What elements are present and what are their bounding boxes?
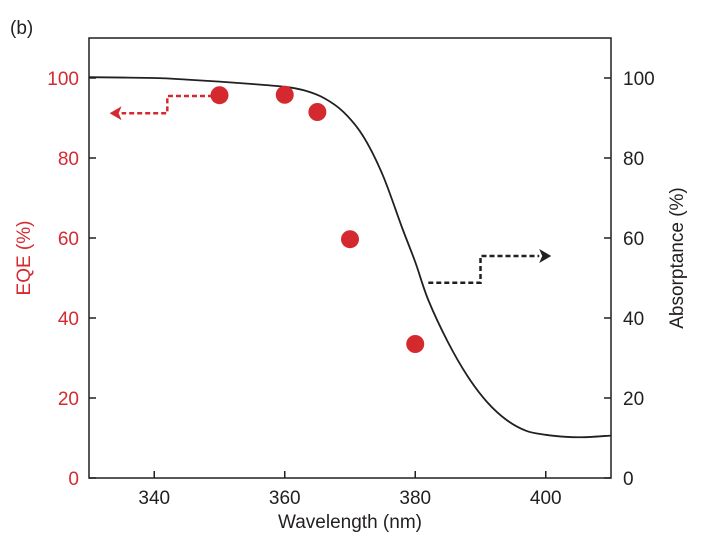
x-axis: 340 360 380 400	[138, 471, 562, 509]
right-y-tick-label: 0	[623, 469, 634, 490]
left-y-axis-label: EQE (%)	[14, 221, 35, 296]
x-tick-label: 340	[138, 488, 170, 509]
left-y-tick-label: 80	[58, 149, 79, 170]
eqe-left-arrow-head	[109, 106, 122, 121]
left-y-tick-label: 40	[58, 309, 79, 330]
eqe-point	[308, 103, 327, 121]
absorptance-layer	[88, 76, 612, 439]
left-y-tick-label: 100	[47, 69, 79, 90]
eqe-point	[341, 230, 359, 249]
left-y-tick-label: 60	[58, 229, 79, 250]
left-y-axis: 0 20 40 60 80 100	[47, 69, 96, 490]
right-y-tick-label: 100	[623, 69, 655, 90]
right-y-axis: 0 20 40 60 80 100	[604, 69, 655, 490]
eqe-point	[406, 335, 425, 353]
absorptance-curve	[88, 76, 612, 439]
plot-frame	[88, 37, 612, 479]
annotation-layer	[109, 94, 552, 285]
absorptance-right-arrow-head	[539, 249, 552, 263]
eqe-point	[275, 85, 294, 104]
right-y-tick-label: 40	[623, 309, 644, 330]
eqe-point	[210, 86, 229, 105]
left-y-tick-label: 20	[58, 389, 79, 410]
x-tick-label: 380	[399, 488, 431, 509]
right-y-tick-label: 80	[623, 149, 644, 170]
panel-label: (b)	[10, 18, 33, 39]
x-tick-label: 400	[530, 488, 562, 509]
right-y-tick-label: 20	[623, 389, 644, 410]
right-y-axis-label: Absorptance (%)	[667, 187, 688, 329]
x-tick-label: 360	[269, 488, 301, 509]
eqe-layer	[210, 85, 425, 353]
eqe-left-arrow	[121, 94, 213, 115]
right-y-tick-label: 60	[623, 229, 644, 250]
left-y-tick-label: 0	[68, 469, 79, 490]
x-axis-label: Wavelength (nm)	[278, 512, 422, 533]
absorptance-right-arrow	[428, 254, 540, 285]
